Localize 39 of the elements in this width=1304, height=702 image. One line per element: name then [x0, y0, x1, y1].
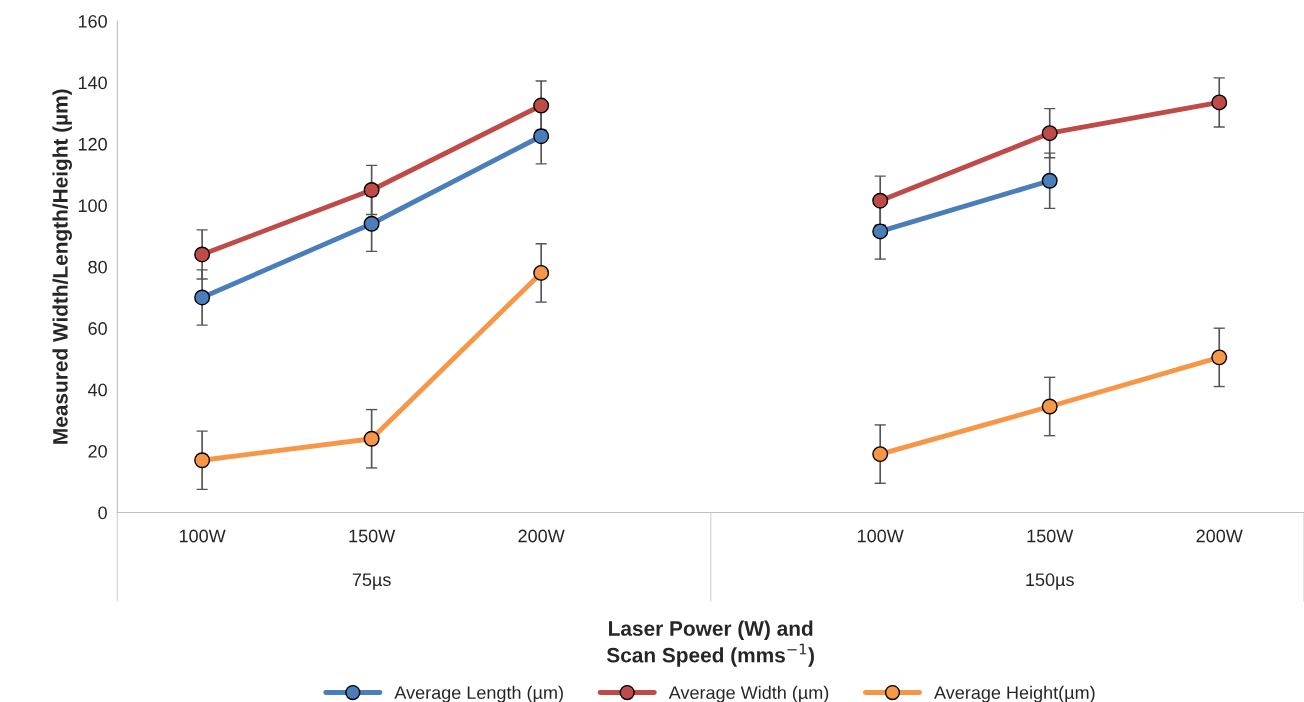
- x-tick-label: 150W: [349, 529, 396, 543]
- x-tick-label: 100W: [857, 529, 904, 543]
- legend-label: Average Height(µm): [934, 685, 1095, 702]
- y-axis-title: Measured Width/Length/Height (µm): [52, 89, 72, 444]
- point: [872, 223, 889, 240]
- point: [1041, 125, 1058, 142]
- text: 150µs: [1026, 573, 1074, 590]
- text: 75µs: [352, 573, 391, 590]
- y-tick-label: 160: [78, 14, 107, 28]
- x-tick-label: 200W: [1196, 529, 1243, 543]
- y-tick-label: 140: [78, 76, 107, 90]
- x-tick-label: 150W: [1027, 529, 1074, 543]
- point: [1211, 349, 1228, 366]
- y-tick-label: 80: [88, 260, 107, 274]
- legend-label: Average Length (µm): [394, 685, 563, 702]
- point: [363, 182, 380, 198]
- y-tick-label: 100: [78, 199, 107, 213]
- point: [1041, 398, 1058, 415]
- point: [194, 246, 211, 263]
- y-tick-label: 60: [88, 322, 107, 335]
- point: [363, 430, 380, 447]
- point: [872, 192, 889, 209]
- point: [1211, 94, 1228, 111]
- x-axis-title: Laser Power (W) and Scan Speed (mms$^{−1}$): [606, 620, 814, 667]
- y-tick-label: 120: [78, 137, 107, 151]
- point: [533, 128, 550, 145]
- point: [194, 452, 211, 469]
- point: [1041, 172, 1058, 189]
- y-tick-label: 0: [98, 506, 107, 520]
- point: [363, 215, 380, 232]
- point: [872, 446, 889, 463]
- legend-label: Average Width (µm): [668, 685, 829, 702]
- x-tick-label: 100W: [179, 529, 226, 543]
- point: [533, 264, 550, 281]
- y-tick-label: 20: [88, 444, 107, 458]
- y-tick-label: 40: [87, 383, 107, 397]
- point: [194, 289, 211, 306]
- point: [533, 97, 550, 114]
- x-tick-label: 200W: [518, 529, 565, 543]
